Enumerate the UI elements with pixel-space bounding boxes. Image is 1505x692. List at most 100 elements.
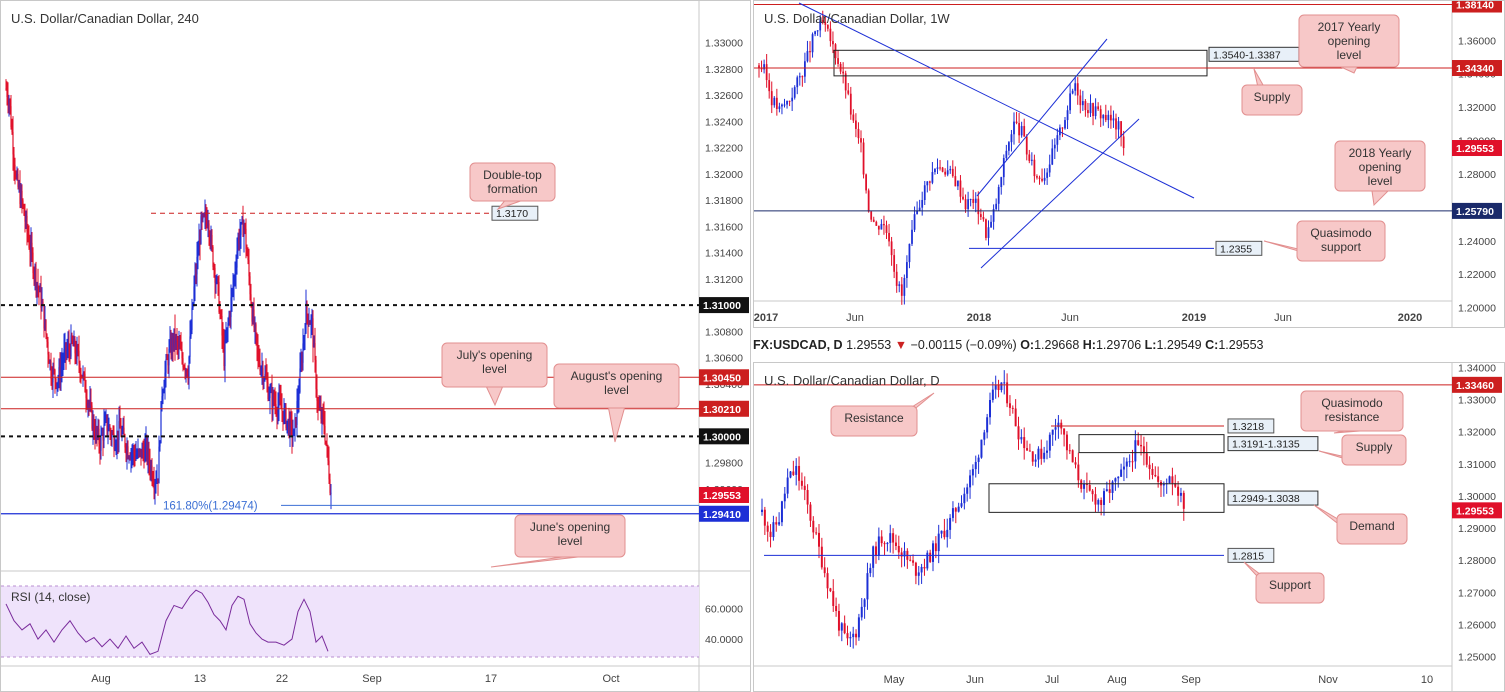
candle-body — [261, 367, 263, 369]
candle-body — [1037, 448, 1040, 460]
candle-body — [51, 378, 53, 383]
candle-body — [295, 417, 297, 425]
candle-body — [1064, 120, 1066, 129]
candle-body — [211, 234, 213, 248]
w1-level-tag-0-bg — [1452, 1, 1502, 13]
candle-body — [46, 334, 48, 342]
candle-body — [188, 356, 190, 380]
candle-body — [761, 509, 763, 513]
candle-body — [875, 546, 877, 556]
candle-body — [286, 420, 288, 428]
candle-body — [134, 454, 136, 460]
candle-body — [977, 198, 980, 215]
candle-body — [842, 71, 845, 74]
candle-body — [135, 455, 137, 460]
candle-body — [320, 408, 322, 420]
w1-callout-2018-pointer — [1371, 190, 1390, 207]
candle-body — [934, 543, 937, 552]
weekly-chart-title: U.S. Dollar/Canadian Dollar, 1W — [764, 11, 950, 26]
chart-panel-h4[interactable]: 1.33000 1.32800 1.32600 1.32400 1.32200 1.320… — [0, 0, 751, 692]
candle-body — [1054, 427, 1057, 430]
w1-channel-upper — [976, 38, 1108, 197]
candle-body — [291, 421, 293, 438]
candle-body — [223, 341, 225, 367]
candle-body — [991, 389, 994, 401]
candle-body — [1053, 144, 1056, 149]
candle-body — [909, 559, 912, 561]
candle-body — [106, 415, 108, 431]
candle-body — [932, 543, 934, 562]
d1-x-label-6: 10 — [1421, 674, 1433, 686]
candle-body — [809, 504, 812, 521]
candle-body — [1074, 83, 1077, 91]
candle-body — [824, 21, 827, 25]
candle-body — [235, 267, 237, 274]
candle-body — [1069, 93, 1071, 111]
candle-body — [1148, 464, 1151, 469]
candle-body — [1182, 492, 1185, 509]
candle-body — [102, 434, 104, 441]
candle-body — [34, 267, 36, 275]
w1-callout-quasimodo-box — [1296, 220, 1386, 262]
candle-body — [982, 217, 985, 220]
w1-y-tick-0: 1.36000 — [1458, 35, 1496, 47]
candle-body — [114, 447, 116, 450]
candle-body — [37, 283, 39, 288]
candle-body — [130, 453, 132, 459]
candle-body — [171, 338, 173, 355]
candle-body — [819, 20, 822, 31]
candle-body — [846, 633, 849, 639]
candle-body — [1033, 159, 1036, 177]
candle-body — [772, 522, 775, 538]
candle-body — [28, 237, 30, 248]
daily-chart-svg[interactable]: 1.34000 1.33000 1.32000 1.31000 1.30000 1.290… — [754, 363, 1505, 692]
candle-body — [35, 267, 37, 288]
h4-current-price-tag-bg — [699, 486, 749, 503]
candle-body — [849, 637, 852, 639]
chart-panel-daily[interactable]: 1.34000 1.33000 1.32000 1.31000 1.30000 1.290… — [753, 362, 1505, 692]
candle-body — [837, 58, 839, 64]
candle-body — [1114, 478, 1117, 482]
d1-x-label-3: Aug — [1107, 674, 1127, 686]
candle-body — [914, 562, 917, 576]
weekly-chart-svg[interactable]: 1.360001.340001.320001.300001.280001.260… — [754, 1, 1505, 328]
candle-body — [162, 392, 164, 397]
candle-body — [236, 251, 238, 268]
candle-body — [1000, 177, 1003, 188]
h4-level-tag-1: 1.30450 — [703, 372, 741, 384]
candle-body — [823, 567, 826, 574]
candle-body — [269, 391, 271, 399]
candle-body — [1014, 408, 1017, 427]
candle-body — [834, 44, 837, 59]
chart-panel-weekly[interactable]: 1.360001.340001.320001.300001.280001.260… — [753, 0, 1505, 328]
candle-body — [203, 214, 205, 216]
candle-body — [1162, 484, 1165, 486]
d1-level-tag-0: 1.33460 — [1456, 380, 1494, 392]
candle-body — [306, 303, 308, 315]
candle-body — [1010, 134, 1013, 143]
candle-body — [238, 236, 240, 244]
candle-body — [959, 180, 962, 197]
candle-body — [322, 410, 324, 416]
candle-body — [1057, 422, 1060, 428]
candle-body — [316, 389, 318, 401]
h4-chart-svg[interactable]: 1.33000 1.32800 1.32600 1.32400 1.32200 1.320… — [1, 1, 751, 692]
h4-y-tick-2: 1.32600 — [705, 90, 743, 102]
candle-body — [967, 199, 969, 210]
candle-body — [809, 51, 811, 53]
w1-callout-2018-box — [1334, 140, 1426, 192]
candle-body — [1071, 90, 1074, 94]
candle-body — [974, 198, 977, 203]
candle-body — [208, 223, 210, 236]
candle-body — [1063, 428, 1066, 435]
candle-body — [189, 336, 191, 357]
w1-callout-quasimodo-text-1: support — [1321, 240, 1362, 254]
candle-body — [125, 447, 127, 454]
candle-body — [890, 241, 893, 256]
candle-body — [1036, 176, 1038, 178]
candle-body — [765, 64, 768, 81]
candle-body — [69, 349, 71, 357]
candle-body — [1076, 83, 1079, 96]
candle-body — [1000, 382, 1003, 391]
h4-current-price-tag: 1.29553 — [703, 490, 741, 502]
